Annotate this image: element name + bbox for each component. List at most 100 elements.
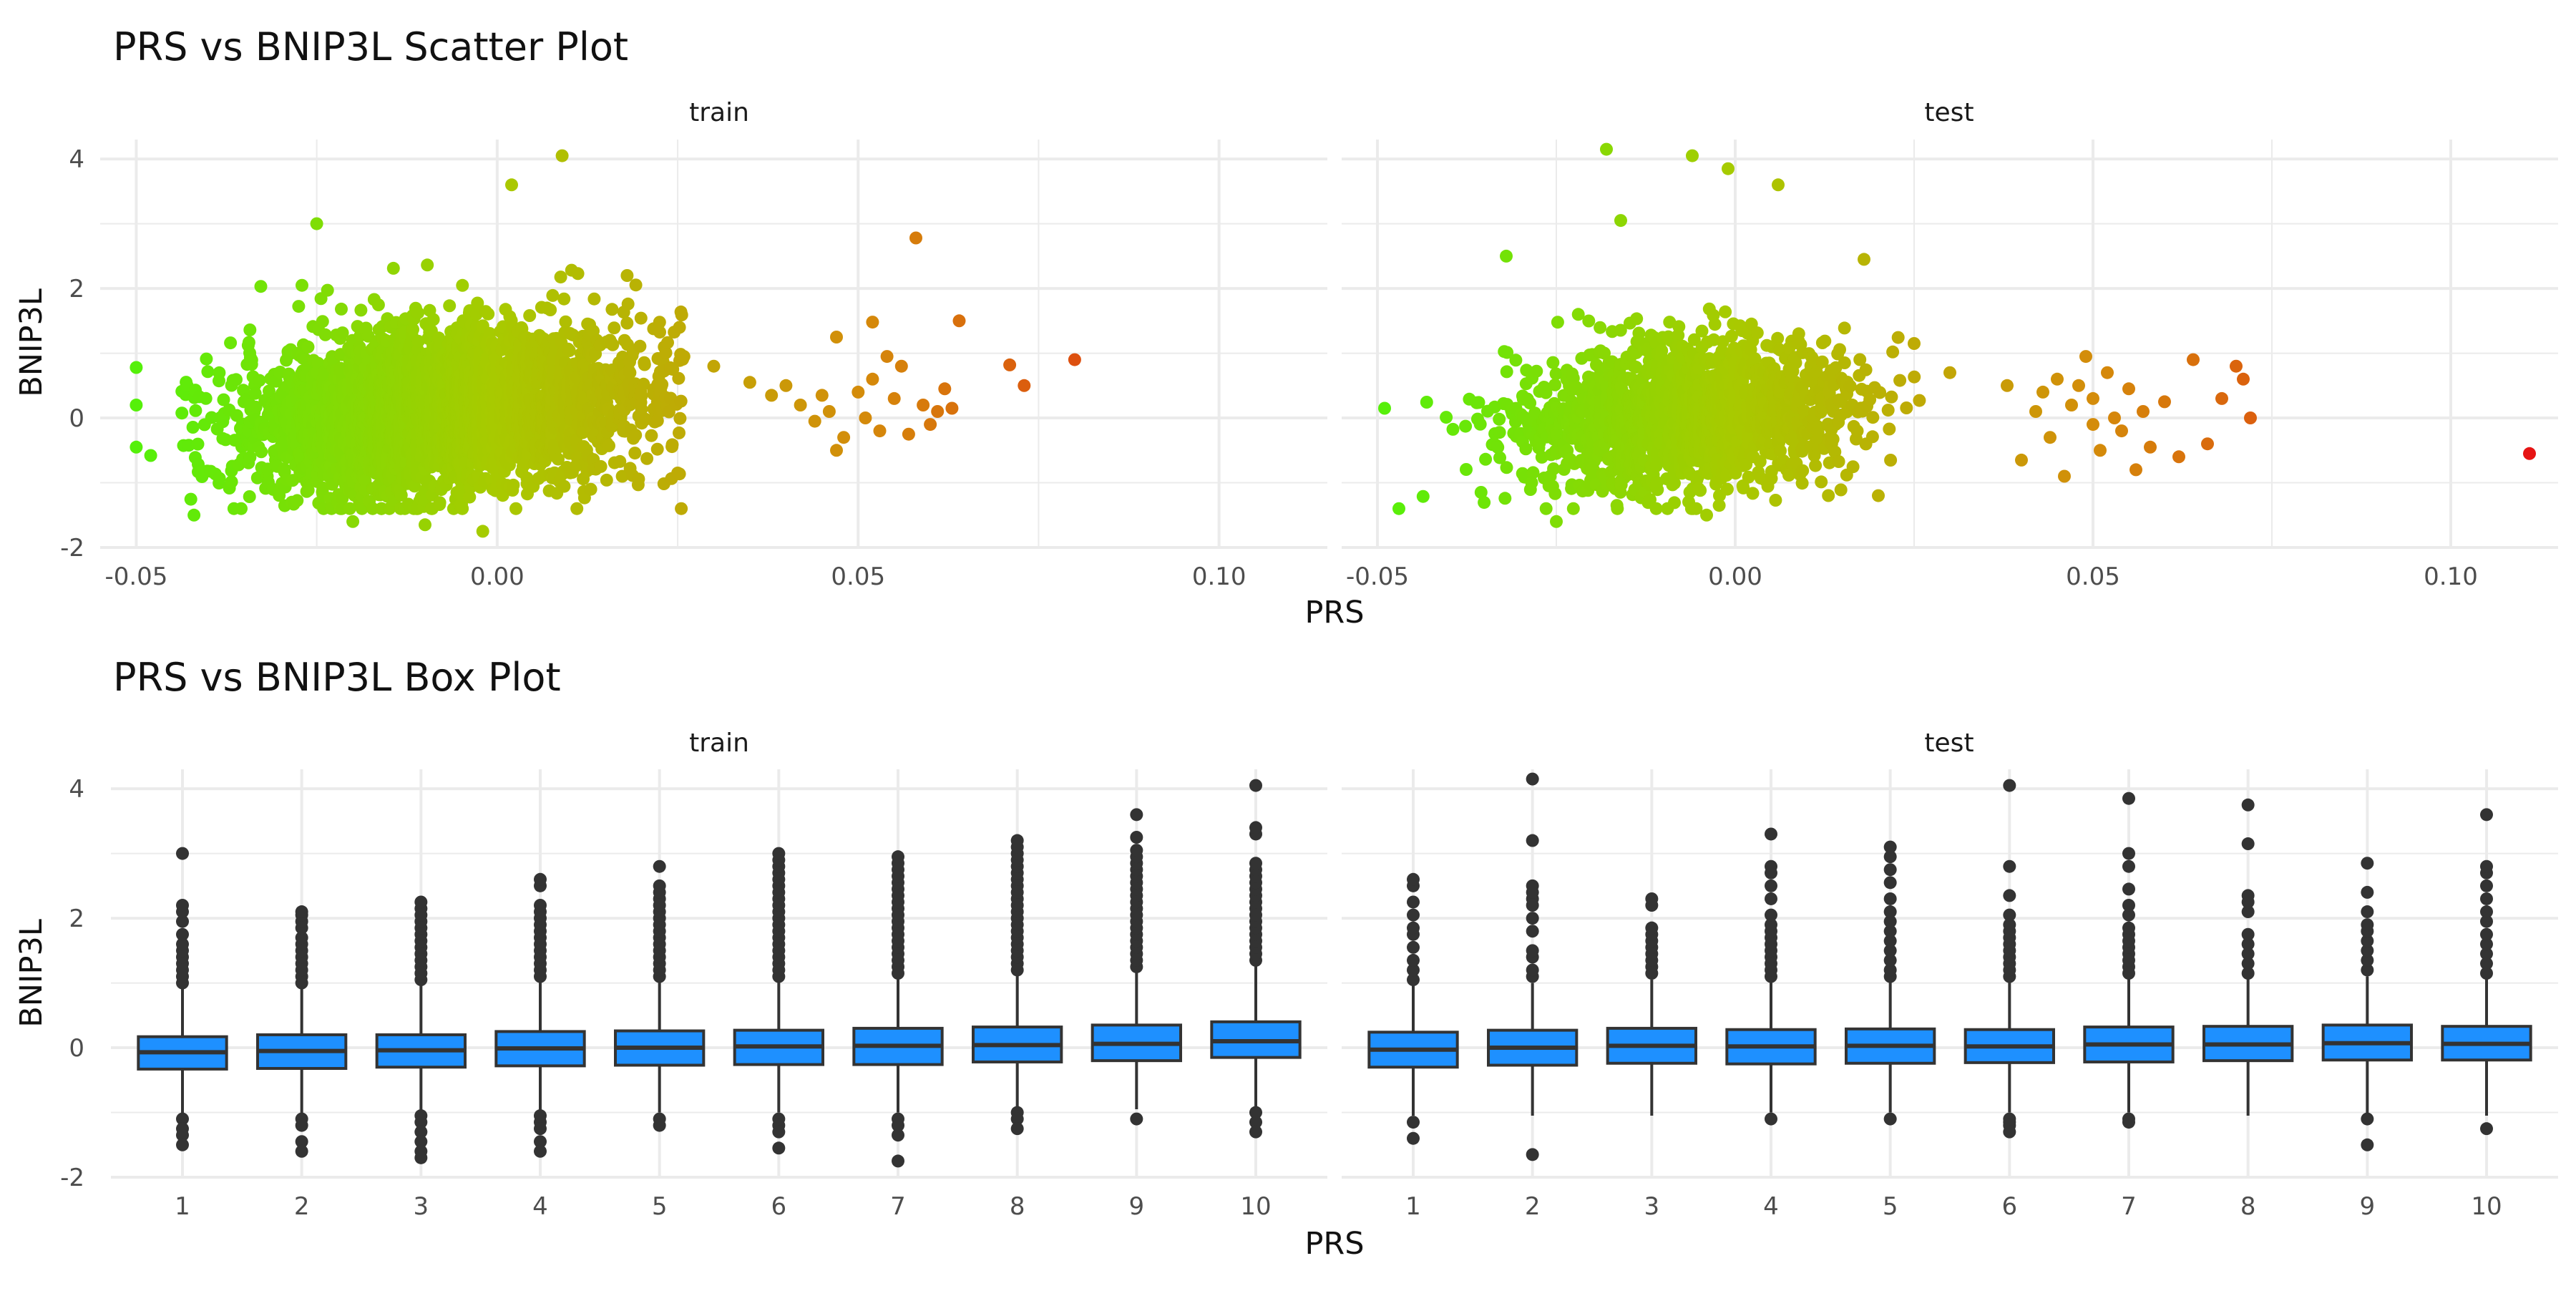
- scatter-point: [456, 502, 469, 515]
- scatter-point: [628, 447, 641, 459]
- scatter-point: [243, 490, 256, 503]
- scatter-point: [192, 438, 205, 451]
- scatter-point: [507, 479, 519, 492]
- scatter-point: [866, 316, 879, 328]
- scatter-point: [924, 418, 937, 431]
- scatter-point: [809, 415, 821, 428]
- scatter-point: [387, 262, 400, 275]
- scatter-point: [640, 452, 653, 465]
- scatter-point: [419, 518, 431, 531]
- scatter-point: [291, 494, 303, 507]
- scatter-point: [200, 353, 213, 366]
- scatter-point: [945, 402, 958, 415]
- scatter-point: [130, 399, 142, 411]
- scatter-point: [675, 502, 688, 515]
- scatter-point: [292, 300, 305, 313]
- scatter-point: [335, 303, 348, 316]
- scatter-point: [311, 218, 323, 230]
- scatter-point: [1651, 483, 1664, 496]
- scatter-point: [1018, 379, 1030, 392]
- scatter-point: [346, 515, 359, 528]
- scatter-point: [213, 472, 226, 485]
- scatter-point: [434, 496, 447, 509]
- scatter-point: [1747, 487, 1760, 500]
- scatter-point: [622, 298, 635, 311]
- scatter-point: [1509, 354, 1522, 366]
- scatter-point: [523, 309, 536, 322]
- scatter-title: PRS vs BNIP3L Scatter Plot: [113, 24, 628, 69]
- scatter-point: [1546, 356, 1559, 369]
- scatter-point: [482, 308, 494, 321]
- x-tick-label: 0.00: [470, 562, 525, 591]
- scatter-point: [557, 293, 570, 306]
- x-tick-label: 0.10: [2424, 562, 2478, 591]
- scatter-point: [189, 404, 202, 417]
- scatter-point: [1594, 321, 1606, 334]
- scatter-point: [602, 439, 615, 452]
- x-tick-label: 0.10: [1192, 562, 1246, 591]
- scatter-point: [427, 313, 440, 326]
- scatter-point: [671, 467, 684, 479]
- scatter-point: [1721, 483, 1734, 496]
- scatter-point: [319, 328, 332, 341]
- scatter-point: [1611, 502, 1624, 515]
- scatter-point: [630, 278, 643, 291]
- scatter-point: [225, 475, 238, 488]
- scatter-point: [675, 395, 688, 408]
- scatter-point: [544, 303, 557, 316]
- scatter-point: [224, 336, 237, 349]
- scatter-x-axis-label: PRS: [1304, 595, 1364, 630]
- scatter-point: [1719, 306, 1732, 318]
- scatter-point: [213, 366, 225, 379]
- scatter-point: [1479, 453, 1492, 466]
- scatter-point: [605, 303, 618, 316]
- scatter-point: [1498, 492, 1511, 505]
- scatter-point: [888, 392, 901, 405]
- scatter-point: [673, 427, 686, 439]
- scatter-point: [245, 354, 258, 366]
- scatter-point: [678, 350, 691, 363]
- scatter-point: [816, 389, 829, 401]
- scatter-point: [673, 321, 686, 333]
- scatter-point: [645, 429, 658, 442]
- scatter-point: [1709, 318, 1722, 331]
- scatter-point: [1501, 461, 1513, 474]
- scatter-point: [1493, 413, 1506, 426]
- scatter-point: [1548, 487, 1561, 500]
- scatter-point: [1630, 312, 1643, 325]
- scatter-point: [651, 443, 664, 456]
- scatter-point: [130, 361, 142, 374]
- scatter-point: [1655, 344, 1668, 357]
- scatter-point: [296, 279, 308, 292]
- scatter-point: [633, 340, 646, 353]
- scatter-point: [1548, 379, 1561, 391]
- scatter-point: [794, 399, 807, 411]
- scatter-point: [546, 289, 559, 302]
- scatter-point: [673, 412, 686, 425]
- scatter-point: [255, 445, 268, 458]
- scatter-point: [587, 293, 600, 306]
- scatter-point: [620, 317, 633, 330]
- scatter-point: [1567, 502, 1580, 515]
- scatter-point: [443, 299, 456, 312]
- scatter-point: [779, 379, 792, 392]
- scatter-point: [837, 431, 850, 444]
- scatter-point: [1501, 365, 1513, 378]
- scatter-point: [938, 382, 951, 395]
- scatter-point: [765, 389, 778, 401]
- scatter-panel-label-train: train: [689, 98, 749, 127]
- scatter-point: [563, 344, 576, 357]
- scatter-point: [629, 429, 642, 442]
- scatter-point: [570, 502, 583, 515]
- scatter-point: [1769, 494, 1782, 507]
- scatter-point: [1527, 466, 1540, 479]
- scatter-y-axis-label: BNIP3L: [14, 288, 49, 397]
- scatter-point: [572, 267, 585, 280]
- scatter-point: [1417, 490, 1430, 503]
- scatter-point: [608, 321, 620, 334]
- scatter-point: [1478, 496, 1491, 509]
- scatter-point: [672, 372, 685, 385]
- scatter-point: [1003, 359, 1016, 371]
- scatter-point: [1493, 426, 1506, 439]
- scatter-point: [620, 269, 633, 282]
